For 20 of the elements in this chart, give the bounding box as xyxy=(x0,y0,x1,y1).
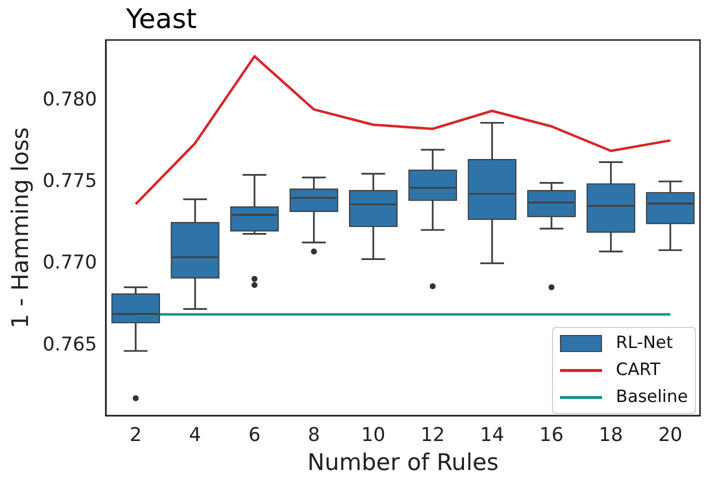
y-tick-label: 0.770 xyxy=(42,252,97,274)
y-tick-label: 0.765 xyxy=(42,333,97,356)
x-tick-label: 20 xyxy=(658,424,682,446)
x-tick-label: 6 xyxy=(248,424,261,446)
y-tick-label: 0.775 xyxy=(42,170,97,192)
x-axis-title: Number of Rules xyxy=(307,450,499,476)
legend-label: Baseline xyxy=(616,387,688,408)
x-tick-label: 10 xyxy=(361,424,386,446)
chart-title: Yeast xyxy=(126,4,197,35)
x-tick-label: 16 xyxy=(539,424,564,446)
x-tick-label: 18 xyxy=(598,424,623,446)
y-tick-label: 0.780 xyxy=(42,88,97,110)
x-tick-label: 14 xyxy=(480,424,504,446)
legend-label: CART xyxy=(616,360,660,380)
y-axis-title: 1 - Hamming loss xyxy=(8,127,34,328)
x-tick-label: 2 xyxy=(130,424,142,446)
x-tick-label: 12 xyxy=(420,424,445,446)
x-tick-label: 4 xyxy=(189,424,202,446)
legend-label: RL-Net xyxy=(616,333,673,354)
x-tick-label: 8 xyxy=(308,424,320,446)
